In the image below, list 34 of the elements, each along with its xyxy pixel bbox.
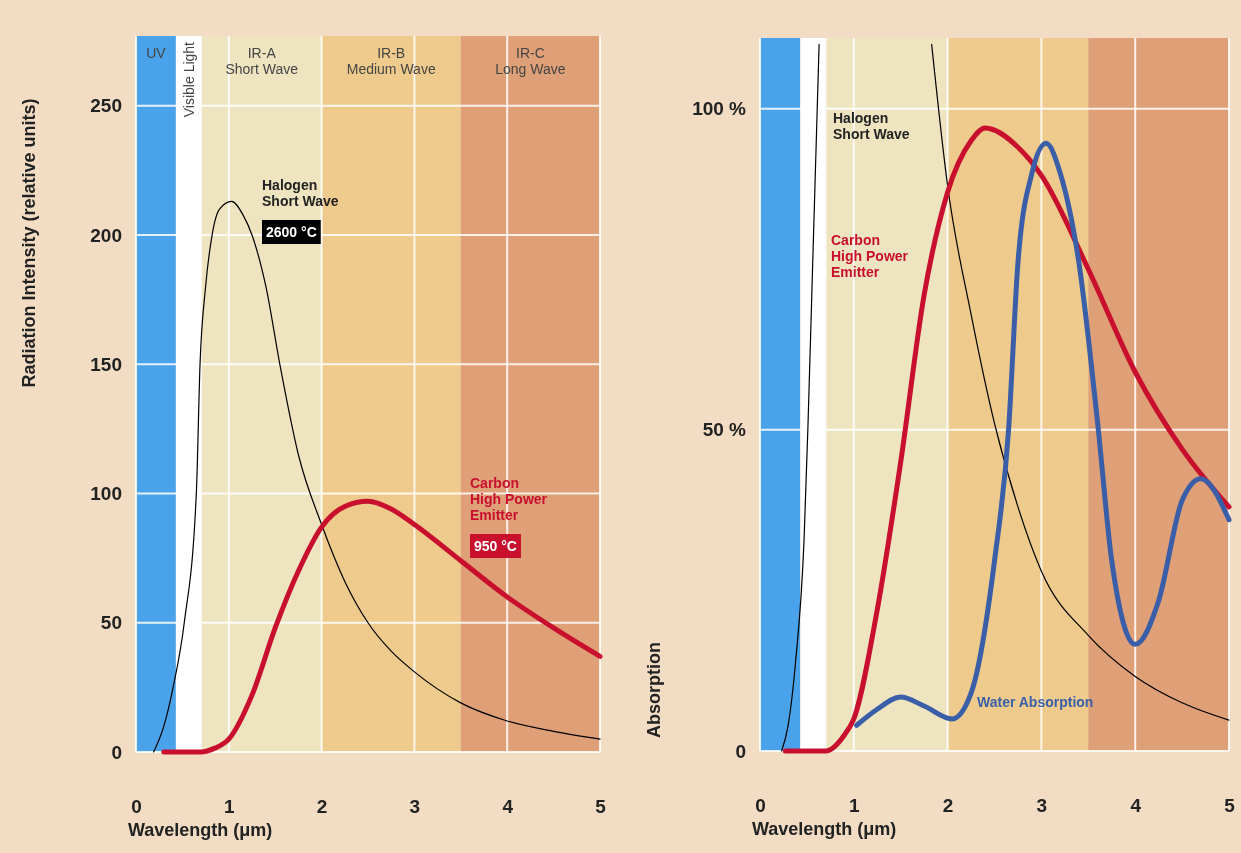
x-tick-label: 5 <box>595 796 607 818</box>
x-tick-label: 0 <box>131 796 142 818</box>
x-tick-label: 5 <box>1224 795 1236 817</box>
x-tick-label: 2 <box>316 796 328 818</box>
series-label: Halogen Short Wave <box>833 110 910 142</box>
series-label: Water Absorption <box>977 694 1094 710</box>
y-tick-label: 50 % <box>702 419 747 441</box>
x-tick-label: 2 <box>942 795 954 817</box>
annotation: 2600 °C <box>266 224 317 240</box>
y-tick-label: 0 <box>111 741 122 763</box>
y-tick-label: 250 <box>90 95 122 117</box>
y-tick-label: 150 <box>90 353 122 375</box>
x-tick-label: 3 <box>409 796 421 818</box>
x-tick-label: 4 <box>502 796 514 818</box>
y-tick-label: 0 <box>735 740 746 762</box>
annotation: 950 °C <box>474 538 517 554</box>
x-tick-label: 3 <box>1036 795 1048 817</box>
x-tick-label: 1 <box>224 796 236 818</box>
y-tick-label: 50 <box>100 612 122 634</box>
x-axis-title: Wavelength (μm) <box>128 820 273 840</box>
band-label: UV <box>146 45 167 61</box>
series-label: Halogen Short Wave <box>262 177 339 209</box>
y-tick-label: 100 <box>90 483 122 505</box>
x-tick-label: 0 <box>755 795 766 817</box>
y-axis-title: Absorption <box>644 642 664 738</box>
y-tick-label: 200 <box>90 224 122 246</box>
y-tick-label: 100 % <box>692 98 747 120</box>
band-label: Visible Light <box>180 41 197 118</box>
x-tick-label: 1 <box>849 795 861 817</box>
series-label: Carbon High Power Emitter <box>831 232 909 280</box>
y-axis-title: Radiation Intensity (relative units) <box>19 98 39 388</box>
x-axis-title: Wavelength (μm) <box>752 819 897 839</box>
x-tick-label: 4 <box>1130 795 1142 817</box>
band-label: IR-A Short Wave <box>225 45 299 77</box>
